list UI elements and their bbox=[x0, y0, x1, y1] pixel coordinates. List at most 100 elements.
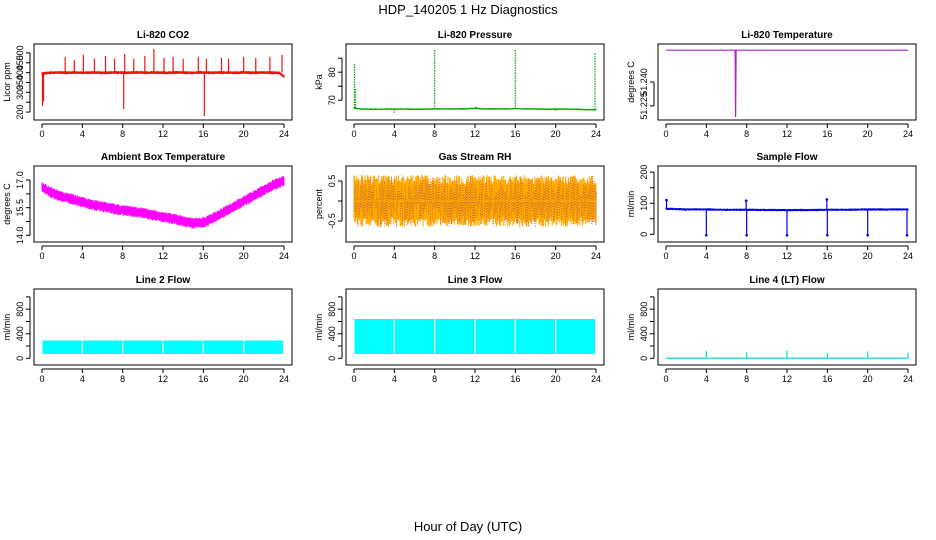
panel-frame bbox=[33, 165, 293, 243]
y-tick-label: 800 bbox=[639, 302, 649, 317]
series-point bbox=[744, 199, 748, 203]
x-tick-label: 24 bbox=[591, 251, 601, 261]
panel-ylabel: ml/min bbox=[626, 191, 636, 218]
x-tick-label: 8 bbox=[432, 129, 437, 139]
y-tick-label: 0 bbox=[639, 356, 649, 361]
x-tick-label: 0 bbox=[351, 129, 356, 139]
x-tick-label: 16 bbox=[198, 374, 208, 384]
y-tick-label: 17.0 bbox=[15, 171, 25, 189]
panel-ylabel: ml/min bbox=[2, 314, 12, 341]
panel-frame bbox=[657, 43, 917, 121]
y-tick-label: 800 bbox=[15, 302, 25, 317]
series-point bbox=[825, 198, 829, 201]
x-tick-label: 4 bbox=[704, 374, 709, 384]
x-tick-label: 4 bbox=[392, 374, 397, 384]
panel-frame bbox=[345, 288, 605, 366]
x-tick-label: 16 bbox=[510, 129, 520, 139]
x-tick-label: 20 bbox=[551, 129, 561, 139]
series-noise-band bbox=[41, 176, 285, 229]
chart-panel-5: Gas Stream RH percent 0 4 8 12 16 20 24 -0.5 0.5 bbox=[314, 152, 605, 261]
panel-frame bbox=[657, 288, 917, 366]
x-tick-label: 12 bbox=[158, 129, 168, 139]
x-tick-label: 24 bbox=[903, 374, 913, 384]
y-tick-label: 51.225 bbox=[639, 92, 649, 120]
x-tick-label: 8 bbox=[744, 374, 749, 384]
series-point bbox=[705, 233, 708, 237]
x-tick-label: 12 bbox=[782, 129, 792, 139]
x-tick-label: 16 bbox=[822, 374, 832, 384]
y-tick-label: 100 bbox=[639, 196, 649, 211]
series-point bbox=[866, 233, 869, 237]
panel-frame bbox=[33, 288, 293, 366]
y-tick-label: 80 bbox=[327, 67, 337, 77]
panel-ylabel: kPa bbox=[314, 74, 324, 90]
figure-title: HDP_140205 1 Hz Diagnostics bbox=[378, 2, 558, 17]
x-tick-label: 16 bbox=[510, 251, 520, 261]
y-tick-label: 400 bbox=[327, 326, 337, 341]
x-tick-label: 24 bbox=[591, 374, 601, 384]
x-tick-label: 8 bbox=[744, 251, 749, 261]
x-tick-label: 4 bbox=[80, 129, 85, 139]
x-tick-label: 12 bbox=[782, 251, 792, 261]
x-tick-label: 0 bbox=[39, 251, 44, 261]
panel-ylabel: degrees C bbox=[626, 61, 636, 103]
y-tick-label: 15.5 bbox=[15, 199, 25, 217]
x-tick-label: 8 bbox=[432, 251, 437, 261]
x-tick-label: 12 bbox=[782, 374, 792, 384]
y-tick-label: 400 bbox=[15, 326, 25, 341]
y-tick-label: 200 bbox=[15, 105, 25, 120]
series-line bbox=[666, 49, 908, 118]
x-tick-label: 8 bbox=[432, 374, 437, 384]
panel-ylabel: ml/min bbox=[626, 314, 636, 341]
x-tick-label: 4 bbox=[704, 129, 709, 139]
series-point bbox=[905, 233, 909, 237]
x-tick-label: 20 bbox=[551, 374, 561, 384]
y-tick-label: 0 bbox=[639, 232, 649, 237]
x-tick-label: 0 bbox=[663, 374, 668, 384]
x-tick-label: 0 bbox=[39, 374, 44, 384]
x-tick-label: 16 bbox=[198, 129, 208, 139]
series-point bbox=[826, 233, 829, 237]
panel-plot-area bbox=[353, 49, 597, 113]
panel-title: Line 3 Flow bbox=[448, 275, 503, 286]
x-tick-label: 12 bbox=[158, 374, 168, 384]
panel-title: Gas Stream RH bbox=[439, 152, 512, 163]
panel-plot-area bbox=[42, 340, 283, 355]
y-tick-label: 0 bbox=[15, 356, 25, 361]
y-tick-label: 400 bbox=[15, 65, 25, 80]
panel-title: Line 2 Flow bbox=[136, 275, 191, 286]
x-tick-label: 4 bbox=[80, 374, 85, 384]
x-tick-label: 24 bbox=[279, 251, 289, 261]
panel-title: Li-820 CO2 bbox=[137, 30, 190, 41]
x-tick-label: 20 bbox=[239, 374, 249, 384]
chart-panel-2: Li-820 Pressure kPa 0 4 8 12 16 20 24 70 80 bbox=[314, 30, 605, 139]
x-tick-label: 20 bbox=[551, 251, 561, 261]
y-tick-label: 70 bbox=[327, 95, 337, 105]
y-tick-label: 0 bbox=[327, 356, 337, 361]
panel-title: Sample Flow bbox=[756, 152, 817, 163]
panel-title: Li-820 Pressure bbox=[438, 30, 513, 41]
chart-panel-6: Sample Flow ml/min 0 4 8 12 16 20 24 0 100 200 bbox=[626, 152, 917, 261]
panel-plot-area bbox=[41, 48, 285, 117]
x-tick-label: 8 bbox=[744, 129, 749, 139]
series-point bbox=[745, 233, 748, 237]
x-tick-label: 0 bbox=[351, 374, 356, 384]
chart-panel-8: Line 3 Flow ml/min 0 4 8 12 16 20 24 0 400 800 bbox=[314, 275, 605, 384]
panel-plot-area bbox=[666, 49, 908, 118]
y-tick-label: 300 bbox=[15, 85, 25, 100]
panel-ylabel: Licor ppm bbox=[2, 62, 12, 102]
x-tick-label: 4 bbox=[392, 129, 397, 139]
y-tick-label: 0.5 bbox=[327, 175, 337, 188]
panel-plot-area bbox=[354, 319, 595, 355]
y-tick-label: 200 bbox=[639, 165, 649, 180]
panel-ylabel: ml/min bbox=[314, 314, 324, 341]
y-tick-label: 500 bbox=[15, 45, 25, 60]
panel-title: Ambient Box Temperature bbox=[101, 152, 226, 163]
chart-panel-9: Line 4 (LT) Flow ml/min 0 4 8 12 16 20 24 0 400 800 bbox=[626, 275, 917, 384]
x-tick-label: 16 bbox=[510, 374, 520, 384]
panel-plot-area bbox=[665, 350, 909, 359]
x-tick-label: 4 bbox=[80, 251, 85, 261]
x-tick-label: 8 bbox=[120, 374, 125, 384]
